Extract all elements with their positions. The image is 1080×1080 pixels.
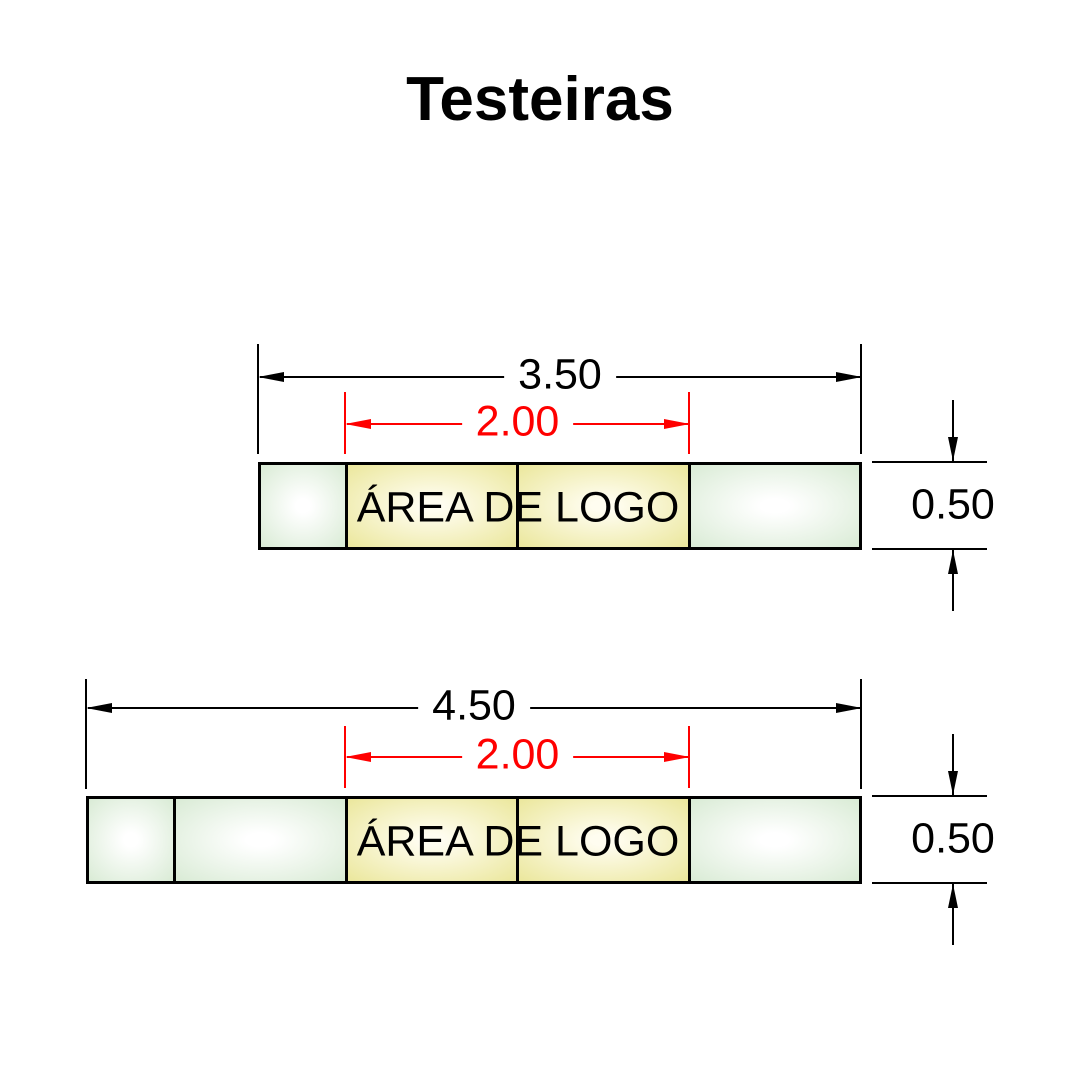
extension-line-left xyxy=(85,679,87,789)
arrow-left-icon xyxy=(258,372,284,382)
logo-area-segment xyxy=(519,465,691,547)
fascia-bar xyxy=(258,462,862,550)
panel-segment xyxy=(690,799,859,881)
total-width-value: 3.50 xyxy=(504,352,616,398)
height-value: 0.50 xyxy=(911,480,995,529)
fascia-bar xyxy=(86,796,862,884)
extension-line-right xyxy=(860,344,862,454)
height-arrow-top-icon xyxy=(948,400,958,461)
arrow-left-icon xyxy=(345,419,371,429)
arrow-right-icon xyxy=(836,703,862,713)
logo-area-segment xyxy=(347,799,520,881)
arrow-right-icon xyxy=(664,419,690,429)
panel-segment xyxy=(89,799,177,881)
logo-area-segment xyxy=(519,799,691,881)
arrow-left-icon xyxy=(345,752,371,762)
logo-width-value: 2.00 xyxy=(461,732,574,778)
panel-segment xyxy=(176,799,348,881)
page-title: Testeiras xyxy=(406,65,674,134)
height-extension-top xyxy=(872,795,987,797)
extension-line-left xyxy=(257,344,259,454)
arrow-right-icon xyxy=(836,372,862,382)
logo-area-label: ÁREA DE LOGO xyxy=(356,817,680,866)
panel-segment xyxy=(261,465,349,547)
panel-segment xyxy=(690,465,859,547)
height-arrow-bottom-icon xyxy=(948,550,958,611)
height-value: 0.50 xyxy=(911,814,995,863)
height-arrow-bottom-icon xyxy=(948,884,958,945)
arrow-right-icon xyxy=(664,752,690,762)
logo-area-label: ÁREA DE LOGO xyxy=(356,483,680,532)
arrow-left-icon xyxy=(86,703,112,713)
height-extension-bottom xyxy=(872,882,987,884)
total-width-value: 4.50 xyxy=(418,683,530,729)
logo-area-segment xyxy=(348,465,520,547)
height-arrow-top-icon xyxy=(948,734,958,795)
height-extension-top xyxy=(872,461,987,463)
extension-line-right xyxy=(860,679,862,789)
logo-width-value: 2.00 xyxy=(461,399,574,445)
height-extension-bottom xyxy=(872,548,987,550)
